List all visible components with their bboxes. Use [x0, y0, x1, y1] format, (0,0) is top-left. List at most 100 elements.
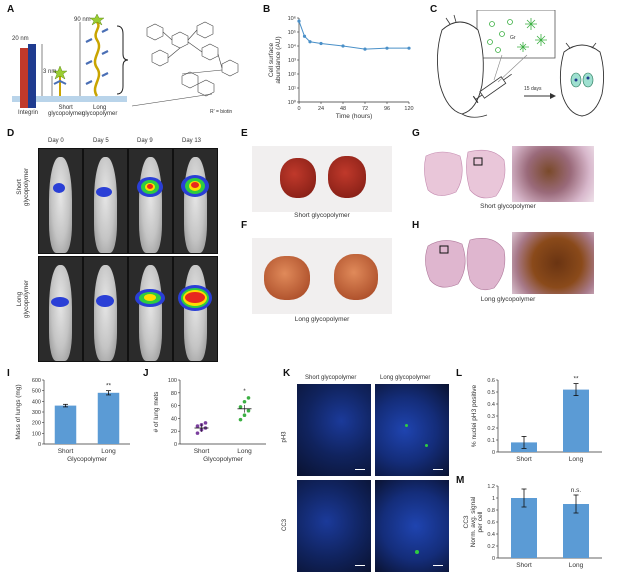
mouse-right: [559, 44, 605, 117]
mouse-image-long-day5: [83, 256, 128, 362]
significance-label: n.s.: [571, 487, 582, 494]
y-tick-label: 80: [171, 391, 177, 397]
y-tick-label: 10¹: [288, 86, 296, 92]
label-integrin: Integrin: [18, 110, 39, 116]
x-tick-label: Short: [58, 448, 74, 455]
x-tick-label: 48: [340, 106, 346, 112]
x-tick-label: 120: [404, 106, 413, 112]
y-tick-label: 0.2: [487, 544, 495, 550]
col-label-long: Long glycopolymer: [380, 375, 431, 381]
panel-h-histology-low: [422, 232, 508, 294]
x-tick-label: Short: [516, 562, 532, 569]
y-tick-label: 0.4: [487, 532, 495, 538]
y-tick-label: 500: [32, 389, 41, 395]
y-tick-label: 10⁶: [288, 15, 296, 22]
panel-h-histology-high: [512, 232, 594, 294]
panel-label-l: L: [456, 368, 463, 379]
y-tick-label: 0: [492, 556, 495, 562]
panel-g-histology-low: [422, 146, 508, 202]
short-star-icon: [52, 65, 68, 80]
x-tick-label: 72: [362, 106, 368, 112]
day-label: Day 9: [137, 138, 153, 144]
row-label-short: Short glycopolymer: [16, 167, 31, 207]
day-label: Day 13: [182, 138, 202, 144]
y-tick-label: 10³: [288, 58, 296, 64]
data-point: [203, 421, 208, 425]
day-label: Day 0: [48, 138, 64, 144]
y-tick-label: 600: [32, 378, 41, 384]
fluor-image-ph3-long: [375, 384, 449, 476]
y-tick-label: 300: [32, 410, 41, 416]
panel-label-c: C: [430, 4, 438, 15]
x-tick-label: 96: [384, 106, 390, 112]
chart-m-svg: 0 0.2 0.4 0.6 0.8 1 1.2 Short Long n.s. CC3 Norm. a…: [463, 484, 602, 569]
row-label-cc3: CC3: [282, 518, 289, 532]
panel-label-m: M: [456, 475, 465, 486]
panel-j-chart: 0 20 40 60 80 100 Short Long * Glycopolymer # of l…: [146, 372, 278, 467]
long-star-icon: [89, 13, 105, 26]
mouse-image-long-day9: [128, 256, 173, 362]
y-tick-label: 400: [32, 399, 41, 405]
y-tick-label: 10²: [288, 72, 296, 78]
panel-c-schematic: Gr 15 days: [432, 9, 612, 122]
panel-g-caption: Short glycopolymer: [480, 203, 536, 210]
panel-label-f: F: [241, 220, 248, 231]
significance-label: *: [243, 388, 246, 395]
bar: [97, 392, 120, 444]
y-tick-label: 100: [32, 431, 41, 437]
panel-b-chart: 10⁰ 10¹ 10² 10³ 10⁴ 10⁵ 10⁶ 0 24 48 72 96 120 Time (h…: [265, 10, 415, 125]
x-tick-label: Short: [516, 456, 532, 463]
panel-label-k: K: [283, 368, 291, 379]
mouse-image-long-day0: [38, 256, 83, 362]
long-glycopolymer-stem: [93, 21, 101, 97]
panel-label-i: I: [7, 368, 10, 379]
panel-label-j: J: [143, 368, 149, 379]
y-tick-label: 10⁴: [288, 43, 297, 50]
panel-i-chart: 0 100 200 300 400 500 600 Short Long ** Glycopolym…: [10, 372, 140, 467]
cell-culture-box: [476, 9, 556, 59]
day-label: Day 5: [93, 138, 109, 144]
y-axis-label: # of lung mets: [153, 391, 160, 433]
panel-m-chart: 0 0.2 0.4 0.6 0.8 1 1.2 Short Long n.s. CC3 Norm. a…: [462, 478, 612, 578]
y-tick-label: 20: [171, 429, 177, 435]
data-point: [297, 19, 301, 23]
panel-g-histology-high: [512, 146, 594, 202]
svg-text:Gr: Gr: [510, 35, 516, 41]
label-15-days: 15 days: [524, 86, 542, 92]
y-tick-label: 0: [174, 442, 177, 448]
label-biotin: R' = biotin: [210, 109, 233, 115]
x-axis-label: Time (hours): [336, 113, 373, 120]
brace: [116, 25, 129, 95]
data-point: [242, 413, 247, 417]
y-axis-label: CC3: [463, 515, 470, 528]
y-tick-label: 0: [492, 450, 495, 456]
data-point: [195, 431, 200, 435]
label-20nm: 20 nm: [12, 36, 29, 42]
significance-label: **: [573, 376, 579, 383]
panel-label-g: G: [412, 128, 420, 139]
significance-label: **: [106, 383, 112, 390]
fluor-image-cc3-long: [375, 480, 449, 572]
y-tick-label: 0.5: [487, 390, 495, 396]
y-axis-label: Mass of lungs (mg): [15, 384, 22, 439]
chart-b-svg: 10⁰ 10¹ 10² 10³ 10⁴ 10⁵ 10⁶ 0 24 48 72 96 120 Time (h…: [268, 15, 414, 120]
integrin-alpha: [20, 48, 28, 108]
mouse-image-short-day9: [128, 148, 173, 254]
y-tick-label: 0.8: [487, 508, 495, 514]
panel-f-photo: [252, 238, 392, 314]
y-tick-label: 0.6: [487, 520, 495, 526]
chart-j-svg: 0 20 40 60 80 100 Short Long * Glycopolymer # of l…: [153, 378, 266, 463]
data-point: [242, 399, 247, 404]
panel-k-fluorescence: Short glycopolymer Long glycopolymer pH3…: [282, 372, 455, 577]
panel-label-e: E: [241, 128, 248, 139]
y-tick-label: 10⁰: [288, 99, 297, 106]
panel-label-d: D: [7, 128, 15, 139]
panel-label-b: B: [263, 4, 271, 15]
x-tick-label: Long: [569, 456, 584, 463]
panel-l-chart: 0 0.1 0.2 0.3 0.4 0.5 0.6 Short Long ** % nuclei p…: [462, 372, 612, 472]
x-axis-label: Glycopolymer: [203, 456, 244, 463]
data-point: [246, 408, 251, 413]
panel-label-a: A: [7, 4, 15, 15]
y-tick-label: 200: [32, 421, 41, 427]
y-axis-label: abundance (AU): [275, 36, 282, 83]
